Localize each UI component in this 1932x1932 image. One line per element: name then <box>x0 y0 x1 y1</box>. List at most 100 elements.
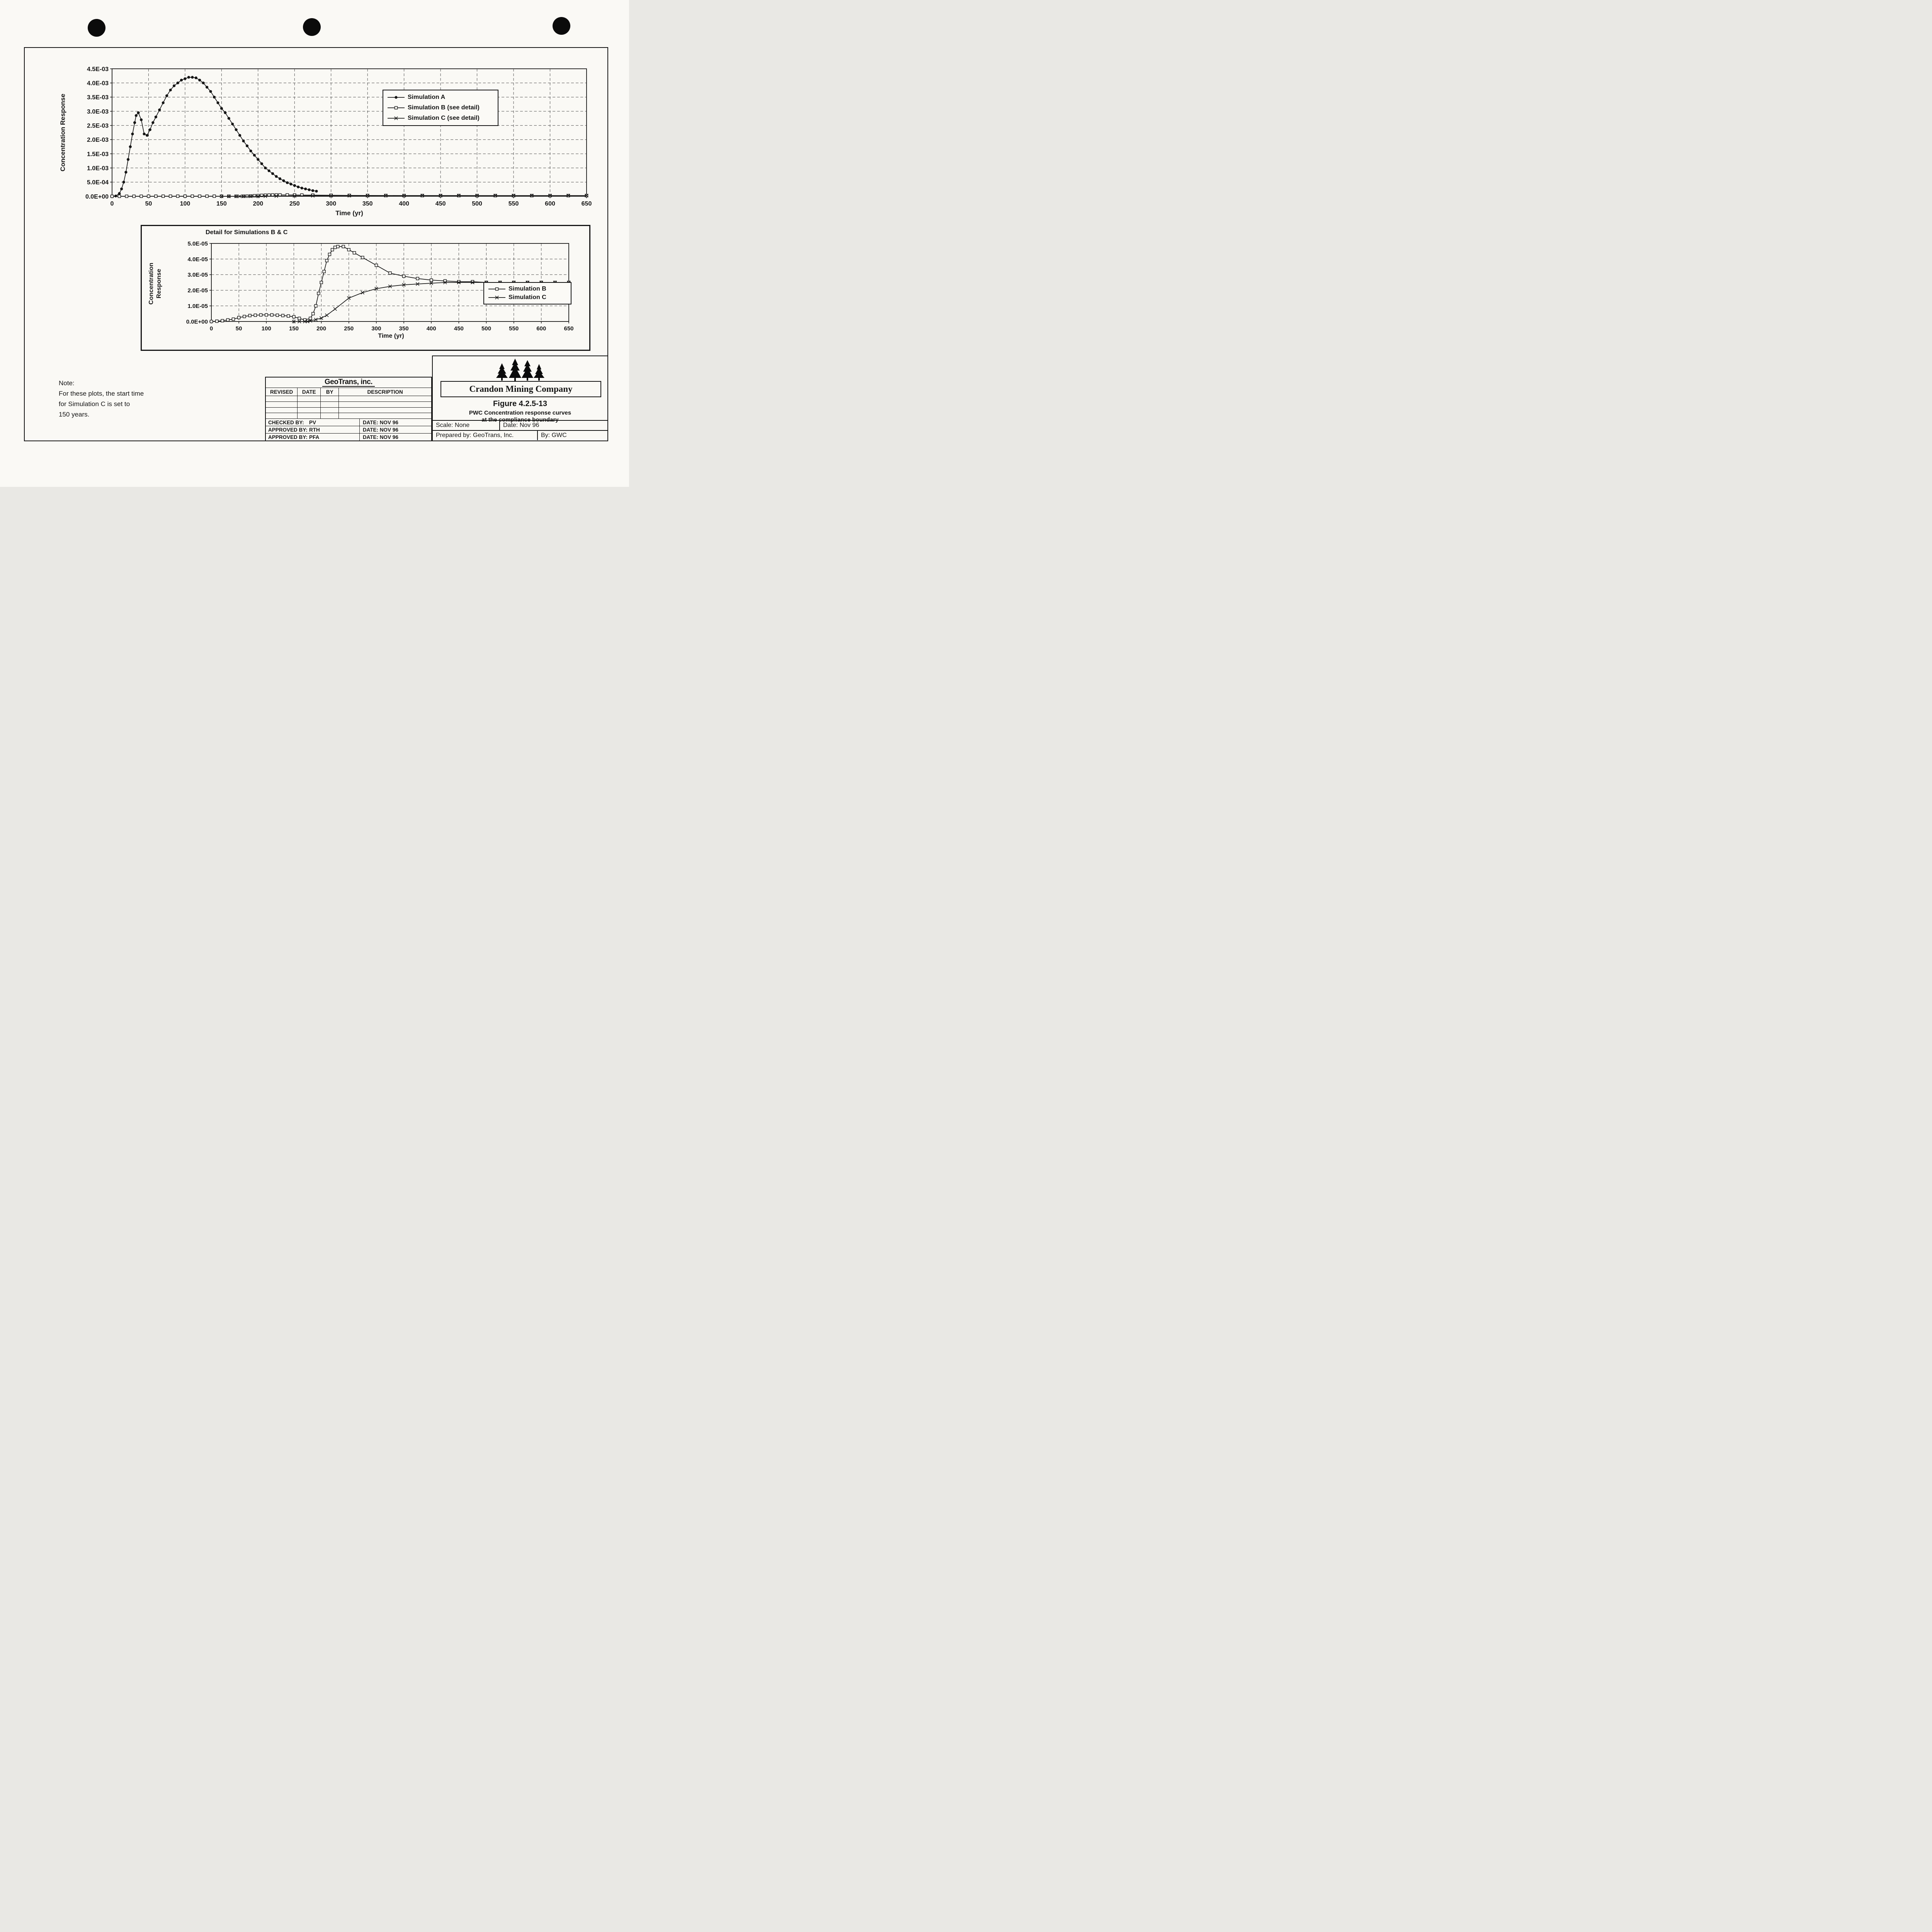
note-line: for Simulation C is set to <box>59 400 130 408</box>
revision-empty-row <box>266 396 431 401</box>
detail-chart-box: Detail for Simulations B & C Concentrati… <box>141 225 590 351</box>
note-line: For these plots, the start time <box>59 390 144 397</box>
square-marker-icon <box>388 106 405 110</box>
figure-caption-line2: at the compliance boundary <box>481 417 559 423</box>
legend-label: Simulation A <box>408 94 446 101</box>
svg-text:250: 250 <box>289 201 300 207</box>
svg-text:500: 500 <box>481 325 491 332</box>
svg-text:0: 0 <box>210 325 213 332</box>
svg-text:5.0E-05: 5.0E-05 <box>187 240 208 247</box>
x-marker-icon <box>388 116 405 120</box>
legend-entry-simulation-c: Simulation C <box>488 294 567 301</box>
geotrans-logo: GeoTrans, inc. <box>322 378 375 387</box>
approved-by-label: APPROVED BY: <box>268 434 308 440</box>
svg-text:300: 300 <box>371 325 381 332</box>
company-name-box: Crandon Mining Company <box>440 381 601 397</box>
svg-text:2.0E-05: 2.0E-05 <box>187 287 208 294</box>
prepared-by-label: Prepared by: GeoTrans, Inc. <box>433 431 538 440</box>
svg-text:450: 450 <box>454 325 464 332</box>
svg-text:50: 50 <box>236 325 242 332</box>
main-chart-x-axis-label: Time (yr) <box>335 209 363 217</box>
scanned-figure-page: Concentration Response 0 50 100 150 200 250 30… <box>0 0 629 487</box>
main-series-simulation-a <box>111 76 318 198</box>
svg-text:150: 150 <box>289 325 299 332</box>
checked-by-value: PV <box>309 419 316 425</box>
legend-entry-simulation-c-see-detail: Simulation C (see detail) <box>387 115 494 122</box>
svg-text:550: 550 <box>509 325 519 332</box>
svg-text:4.0E-03: 4.0E-03 <box>87 80 109 87</box>
punch-hole-left <box>88 19 105 37</box>
svg-text:0: 0 <box>111 201 114 207</box>
column-header-revised: REVISED <box>270 389 293 395</box>
svg-text:600: 600 <box>545 201 555 207</box>
svg-text:3.5E-03: 3.5E-03 <box>87 94 109 101</box>
svg-text:3.0E-03: 3.0E-03 <box>87 109 109 115</box>
svg-text:4.5E-03: 4.5E-03 <box>87 66 109 73</box>
svg-text:150: 150 <box>216 201 227 207</box>
checked-by-label: CHECKED BY: <box>268 419 304 425</box>
svg-text:5.0E-04: 5.0E-04 <box>87 179 109 186</box>
detail-chart-title: Detail for Simulations B & C <box>206 229 288 236</box>
svg-text:2.0E-03: 2.0E-03 <box>87 137 109 143</box>
date-label: Date: Nov 96 <box>503 422 539 429</box>
approved-by-row: APPROVED BY: PFA DATE: NOV 96 <box>266 433 431 440</box>
approved-date: DATE: NOV 96 <box>359 434 431 440</box>
approved-by-value: PFA <box>309 434 320 440</box>
prepared-by-row: Prepared by: GeoTrans, Inc. By: GWC <box>433 430 607 440</box>
legend-entry-simulation-b: Simulation B <box>488 286 567 293</box>
svg-text:200: 200 <box>316 325 326 332</box>
svg-text:1.0E-03: 1.0E-03 <box>87 165 109 172</box>
svg-text:200: 200 <box>253 201 263 207</box>
svg-text:1.5E-03: 1.5E-03 <box>87 151 109 158</box>
legend-label: Simulation C <box>509 294 546 301</box>
approved-by-label: APPROVED BY: <box>268 427 308 433</box>
revision-empty-row <box>266 407 431 413</box>
scale-label: Scale: None <box>433 421 500 430</box>
circle-marker-icon <box>388 96 405 99</box>
note-line: 150 years. <box>59 411 90 418</box>
geotrans-titleblock-table: GeoTrans, inc. REVISED DATE BY DESCRIPTI… <box>265 377 432 441</box>
column-header-date: DATE <box>297 388 320 396</box>
svg-text:100: 100 <box>262 325 271 332</box>
scale-date-row: Scale: None Date: Nov 96 <box>433 420 607 430</box>
legend-label: Simulation B (see detail) <box>408 104 480 111</box>
legend-entry-simulation-a: Simulation A <box>387 94 494 101</box>
checked-by-row: CHECKED BY: PV DATE: NOV 96 <box>266 418 431 426</box>
legend-label: Simulation C (see detail) <box>408 114 480 121</box>
main-axes <box>110 68 587 198</box>
figure-number: Figure 4.2.5-13 <box>493 400 548 408</box>
checked-date: DATE: NOV 96 <box>359 419 431 426</box>
main-gridlines <box>112 68 587 196</box>
svg-text:300: 300 <box>326 201 336 207</box>
drawn-by-label: By: GWC <box>541 432 567 439</box>
approved-date: DATE: NOV 96 <box>359 426 431 433</box>
column-header-description: DESCRIPTION <box>338 388 431 396</box>
svg-text:0.0E+00: 0.0E+00 <box>85 194 109 200</box>
svg-text:3.0E-05: 3.0E-05 <box>187 272 208 278</box>
svg-text:550: 550 <box>509 201 519 207</box>
company-name: Crandon Mining Company <box>469 384 573 394</box>
svg-text:500: 500 <box>472 201 482 207</box>
svg-text:4.0E-05: 4.0E-05 <box>187 256 208 263</box>
main-tick-labels: 0 50 100 150 200 250 300 350 400 450 500 550 600 650 0… <box>85 66 592 207</box>
note-block: Note: For these plots, the start time fo… <box>59 378 144 420</box>
punch-hole-right <box>553 17 570 35</box>
legend-label: Simulation B <box>509 286 546 292</box>
svg-text:400: 400 <box>427 325 436 332</box>
x-marker-icon <box>488 296 505 299</box>
crandon-titleblock: Crandon Mining Company Figure 4.2.5-13 P… <box>432 355 608 441</box>
svg-text:50: 50 <box>145 201 152 207</box>
svg-text:400: 400 <box>399 201 409 207</box>
svg-text:650: 650 <box>582 201 592 207</box>
main-series-simulation-c-see-detail <box>219 194 588 198</box>
detail-chart-x-axis-label: Time (yr) <box>378 333 404 339</box>
detail-chart-legend: Simulation B Simulation C <box>483 282 571 304</box>
figure-caption-line1: PWC Concentration response curves <box>469 410 571 416</box>
svg-text:350: 350 <box>362 201 373 207</box>
main-chart-legend: Simulation A Simulation B (see detail) Sim… <box>383 90 498 126</box>
revision-empty-row <box>266 413 431 418</box>
svg-text:450: 450 <box>435 201 446 207</box>
detail-concentration-chart: 0 50 100 150 200 250 300 350 400 450 500 550 600 650 0… <box>186 240 574 332</box>
column-header-by: BY <box>320 388 338 396</box>
svg-text:350: 350 <box>399 325 409 332</box>
